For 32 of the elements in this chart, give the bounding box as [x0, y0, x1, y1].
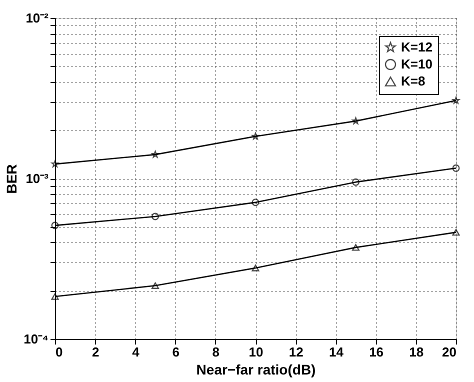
point: [352, 244, 360, 251]
x-tick-label: 4: [132, 344, 140, 360]
x-axis-title: Near−far ratio(dB): [196, 362, 316, 378]
x-tick-label: 10: [248, 344, 264, 360]
point: [151, 282, 160, 289]
point: [252, 198, 260, 206]
point: [152, 150, 159, 158]
legend-label: K=8: [401, 74, 426, 88]
legend-label: K=12: [401, 40, 432, 54]
point: [51, 160, 59, 168]
x-tick-label: 2: [92, 344, 100, 360]
point: [452, 228, 460, 236]
point: [352, 117, 360, 124]
x-tick-label: 14: [328, 344, 344, 360]
x-tick-label: 20: [442, 344, 456, 360]
x-tick-label: 12: [288, 344, 304, 360]
point: [252, 264, 260, 272]
x-tick-label: 6: [172, 344, 180, 360]
point: [151, 212, 160, 220]
y-tick-label: 10⁻⁴: [24, 332, 48, 346]
point: [252, 132, 260, 140]
y-tick-label: 10⁻²: [26, 10, 50, 26]
point: [352, 178, 360, 186]
point: [452, 96, 460, 104]
x-tick-label: 8: [212, 344, 220, 360]
y-axis-title: BER: [4, 164, 20, 194]
x-tick-label: 18: [409, 344, 424, 360]
y-tick-label: 10⁻³: [26, 171, 50, 186]
x-tick-label: 16: [369, 344, 384, 360]
x-tick-label: 0: [56, 344, 63, 360]
point: [51, 293, 59, 300]
legend-label: K=10: [401, 56, 432, 72]
